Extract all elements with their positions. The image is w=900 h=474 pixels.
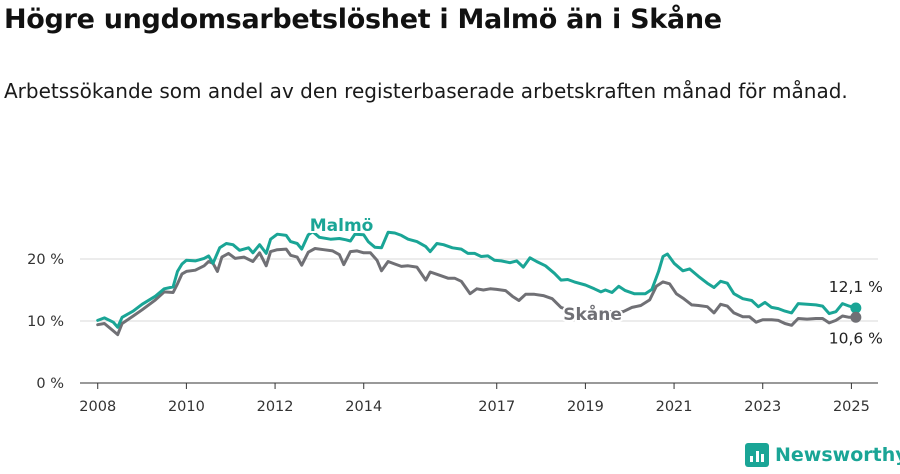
x-tick-label: 2008 [79, 399, 116, 415]
end-value-label-malmo: 12,1 % [829, 278, 883, 296]
series-line-skane [96, 247, 858, 337]
end-point-skane [850, 311, 862, 323]
x-tick-label: 2021 [656, 399, 693, 415]
series-label-malmo: Malmö [310, 216, 374, 236]
series-line-malmo [96, 230, 858, 329]
y-tick-label: 10 % [27, 314, 64, 330]
end-value-label-skane: 10,6 % [829, 329, 883, 347]
series-label-skane: Skåne [563, 303, 622, 325]
x-tick-label: 2017 [478, 399, 515, 415]
x-tick-label: 2023 [744, 399, 781, 415]
y-tick-label: 20 % [27, 252, 64, 268]
end-point-malmo [850, 302, 862, 314]
chart-title: Högre ungdomsarbetslöshet i Malmö än i S… [4, 4, 722, 35]
x-tick-label: 2012 [257, 399, 294, 415]
x-tick-label: 2014 [345, 399, 382, 415]
chart-subtitle: Arbetssökande som andel av den registerb… [4, 79, 848, 103]
x-tick-label: 2010 [168, 399, 205, 415]
y-tick-label: 0 % [36, 376, 64, 392]
brand-name: Newsworthy [775, 444, 900, 466]
x-tick-label: 2019 [567, 399, 604, 415]
newsworthy-bar-chart-icon [745, 443, 769, 467]
x-tick-label: 2025 [833, 399, 870, 415]
newsworthy-logo[interactable]: Newsworthy [745, 443, 900, 467]
